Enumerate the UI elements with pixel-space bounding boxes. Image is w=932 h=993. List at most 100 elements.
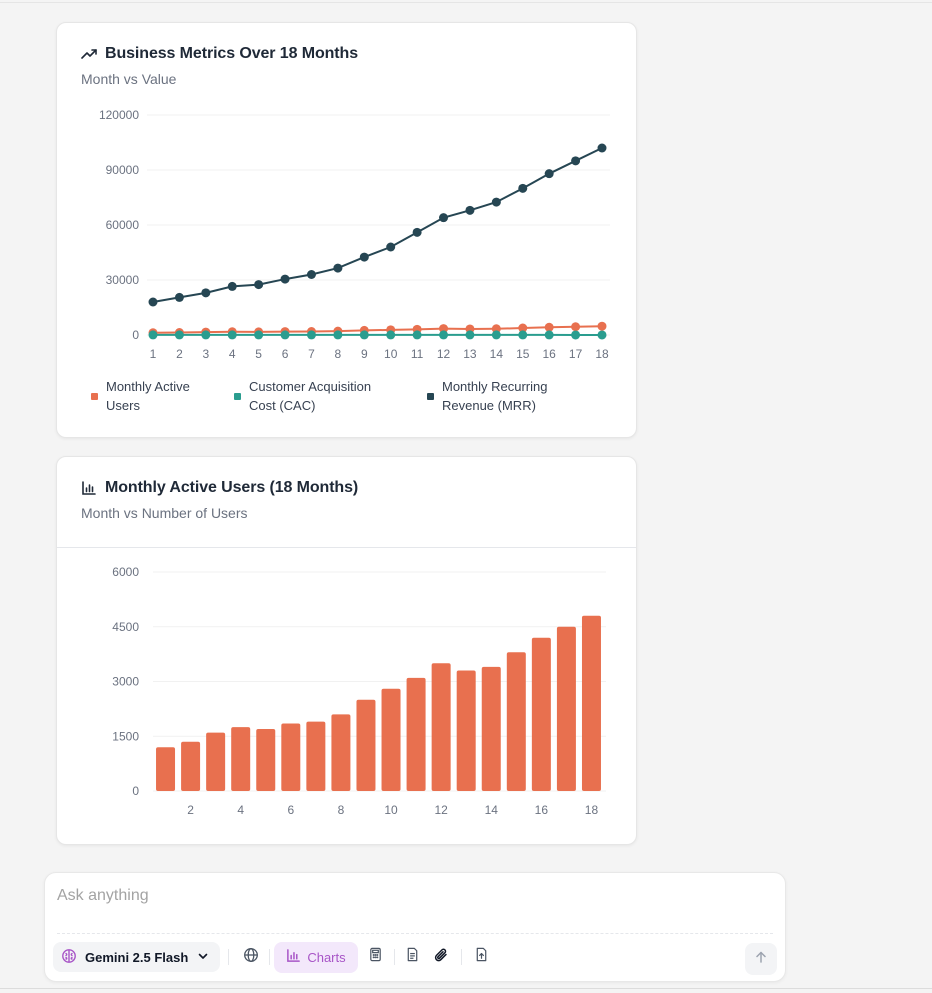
x-tick-label: 14: [485, 803, 499, 817]
data-point: [227, 281, 237, 291]
x-tick-label: 16: [542, 347, 556, 361]
x-tick-label: 13: [463, 347, 477, 361]
bar: [381, 688, 401, 791]
bar: [456, 670, 476, 791]
data-point: [518, 330, 528, 340]
bar: [231, 727, 251, 791]
x-tick-label: 1: [150, 347, 157, 361]
bar-chart-icon: [81, 480, 97, 496]
data-point: [333, 330, 343, 340]
data-point: [571, 330, 581, 340]
card-title: Business Metrics Over 18 Months: [105, 45, 358, 62]
top-divider: [0, 2, 932, 3]
bar: [331, 714, 351, 791]
y-tick-label: 3000: [112, 675, 139, 689]
bar: [306, 721, 326, 791]
bar: [481, 666, 501, 791]
y-tick-label: 120000: [99, 108, 139, 122]
chevron-down-icon: [196, 949, 210, 966]
data-point: [439, 330, 449, 340]
y-tick-label: 0: [132, 328, 139, 342]
y-tick-label: 1500: [112, 729, 139, 743]
chat-input[interactable]: [57, 887, 757, 905]
calculator-button[interactable]: [362, 943, 390, 971]
data-point: [148, 297, 158, 307]
trending-up-icon: [81, 46, 97, 62]
data-point: [148, 330, 158, 340]
charts-button-label: Charts: [307, 949, 346, 965]
bottom-divider: [0, 988, 932, 989]
calculator-icon: [368, 947, 383, 967]
data-point: [412, 330, 422, 340]
data-point: [280, 330, 290, 340]
data-point: [174, 330, 184, 340]
legend-item-mau: Monthly Active Users: [91, 377, 206, 415]
charts-button[interactable]: Charts: [274, 941, 358, 973]
data-point: [359, 330, 369, 340]
series-line: [152, 147, 603, 303]
x-tick-label: 5: [255, 347, 262, 361]
x-tick-label: 6: [282, 347, 289, 361]
x-tick-label: 4: [229, 347, 236, 361]
bar: [356, 699, 376, 791]
bar: [531, 637, 551, 791]
brain-icon: [61, 948, 77, 967]
legend-item-cac: Customer Acquisition Cost (CAC): [234, 377, 399, 415]
upload-file-button[interactable]: [468, 943, 496, 971]
data-point: [544, 169, 554, 179]
data-point: [386, 242, 396, 252]
x-tick-label: 2: [176, 347, 183, 361]
x-tick-label: 8: [335, 347, 342, 361]
legend-label: Monthly Active Users: [106, 379, 190, 413]
data-point: [491, 197, 501, 207]
card-header: Monthly Active Users (18 Months) Month v…: [81, 479, 612, 521]
x-tick-label: 7: [308, 347, 315, 361]
legend-swatch: [427, 392, 434, 400]
bar-chart: 0 1500 3000 4500 6000 2 4 6 8 10 12 14 16 18: [112, 565, 606, 817]
x-tick-label: 10: [384, 803, 398, 817]
x-tick-label: 16: [535, 803, 549, 817]
legend-item-mrr: Monthly Recurring Revenue (MRR): [427, 377, 572, 415]
x-tick-label: 2: [187, 803, 194, 817]
data-point: [571, 156, 581, 166]
data-point: [201, 330, 211, 340]
chart-legend: Monthly Active Users Customer Acquisitio…: [91, 377, 572, 415]
bar: [506, 652, 526, 791]
send-button[interactable]: [745, 943, 777, 975]
data-point: [597, 321, 607, 331]
x-tick-label: 12: [434, 803, 448, 817]
web-search-button[interactable]: [237, 943, 265, 971]
legend-label: Monthly Recurring Revenue (MRR): [442, 379, 548, 413]
data-point: [491, 324, 501, 334]
x-tick-label: 9: [361, 347, 368, 361]
data-point: [333, 263, 343, 273]
data-point: [386, 330, 396, 340]
data-point: [306, 270, 316, 279]
composer-divider: [57, 933, 773, 934]
data-point: [518, 183, 528, 193]
x-tick-label: 8: [338, 803, 345, 817]
legend-label: Customer Acquisition Cost (CAC): [249, 379, 372, 413]
data-point: [306, 330, 316, 340]
monthly-active-users-card: Monthly Active Users (18 Months) Month v…: [56, 456, 637, 845]
data-point: [571, 322, 581, 332]
data-point: [174, 292, 184, 302]
bar: [156, 747, 176, 791]
data-point: [412, 227, 422, 237]
data-point: [227, 330, 237, 340]
legend-swatch: [234, 392, 241, 400]
toolbar-separator: [269, 949, 271, 965]
document-button[interactable]: [399, 943, 427, 971]
attach-button[interactable]: [427, 943, 455, 971]
x-tick-label: 14: [490, 347, 504, 361]
file-upload-icon: [474, 947, 489, 967]
y-tick-label: 90000: [106, 163, 140, 177]
card-title: Monthly Active Users (18 Months): [105, 479, 359, 496]
data-point: [465, 330, 475, 340]
x-tick-label: 18: [595, 347, 609, 361]
card-subtitle: Month vs Number of Users: [81, 505, 248, 521]
data-point: [254, 280, 264, 290]
x-tick-label: 18: [585, 803, 599, 817]
model-selector-button[interactable]: Gemini 2.5 Flash: [53, 942, 221, 972]
bar: [181, 741, 201, 791]
